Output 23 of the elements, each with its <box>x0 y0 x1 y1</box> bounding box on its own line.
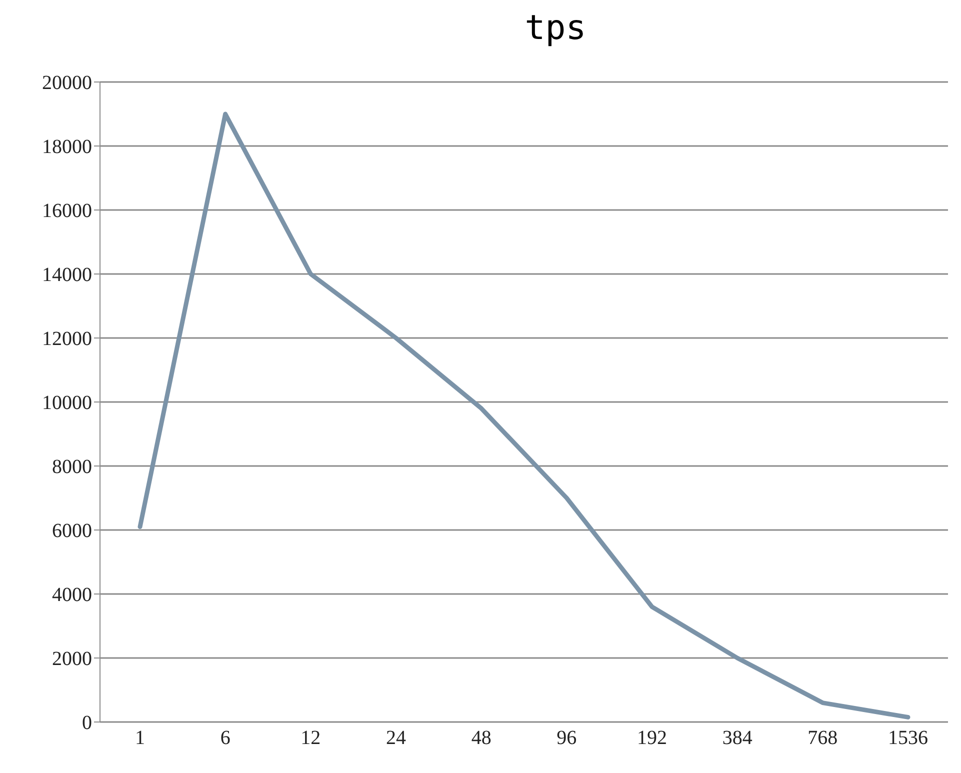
x-tick-label: 48 <box>471 727 492 750</box>
x-tick-label: 96 <box>556 727 577 750</box>
x-tick-label: 768 <box>808 727 838 750</box>
y-tick-label: 16000 <box>42 200 92 222</box>
y-tick-label: 20000 <box>42 72 92 94</box>
x-tick-label: 384 <box>722 727 752 750</box>
y-tick-label: 14000 <box>42 264 92 286</box>
chart-title: tps <box>524 8 588 50</box>
x-tick-label: 1536 <box>888 727 928 750</box>
y-tick-label: 12000 <box>42 328 92 350</box>
y-tick-label: 4000 <box>52 584 92 606</box>
y-tick-label: 10000 <box>42 392 92 414</box>
y-tick-label: 2000 <box>52 648 92 670</box>
y-tick-label: 6000 <box>52 520 92 542</box>
line-series <box>138 112 910 720</box>
y-tick-label: 0 <box>82 712 92 734</box>
y-tick-label: 18000 <box>42 136 92 158</box>
x-tick-label: 1 <box>135 727 145 750</box>
x-tick-label: 24 <box>386 727 406 750</box>
x-tick-label: 6 <box>220 727 230 750</box>
x-tick-label: 192 <box>637 727 667 750</box>
x-tick-label: 12 <box>300 727 321 750</box>
y-tick-label: 8000 <box>52 456 92 478</box>
